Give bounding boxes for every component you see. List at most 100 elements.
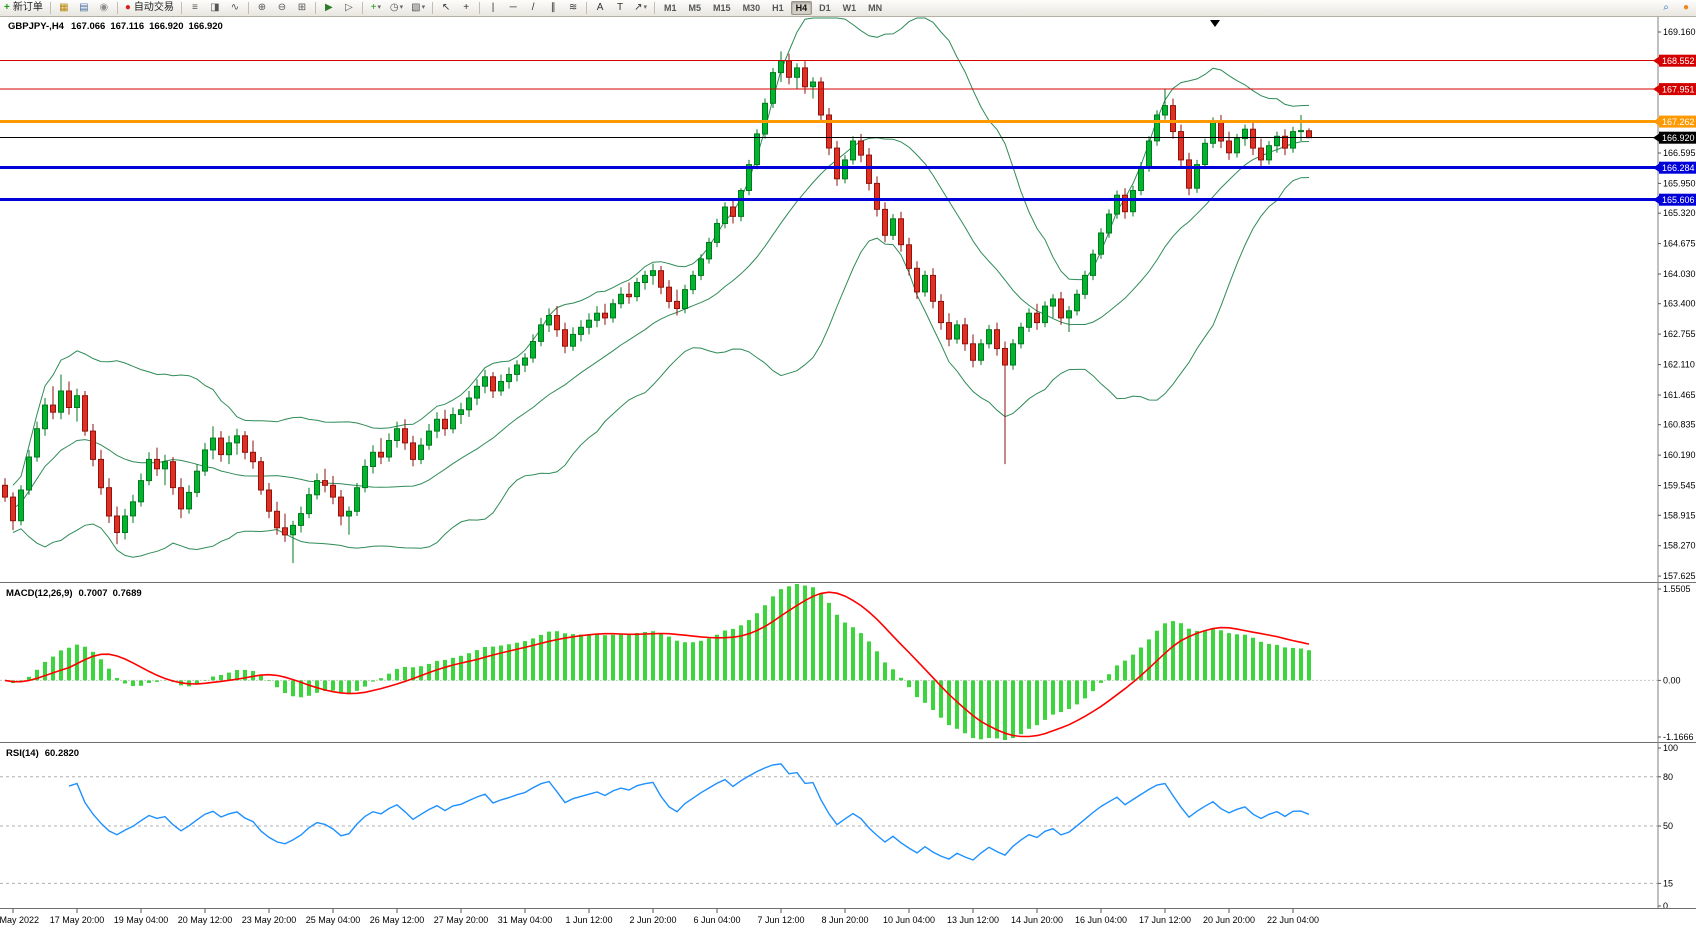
chart-shift-marker[interactable]	[1210, 20, 1220, 27]
candle-body	[530, 341, 536, 359]
fibonacci-button[interactable]: ≋	[564, 1, 582, 15]
arrows-button[interactable]: ↗ ▾	[631, 1, 650, 15]
candlestick-chart-button[interactable]: ◨	[206, 1, 224, 15]
candle-body	[1106, 213, 1112, 234]
time-axis-label: 14 Jun 20:00	[1011, 915, 1063, 925]
bar-chart-button[interactable]: ≡	[186, 1, 204, 15]
vertical-line-button[interactable]: |	[484, 1, 502, 15]
price-badge	[1659, 54, 1696, 67]
toolbar: + 新订单 ▦ ▤ ◉ ● 自动交易 ≡ ◨ ∿ ⊕ ⊖ ⊞ ▶ ▷ + ▾ ◷ ▾ ▧ ▾ ↖ + | ─ / ∥ ≋ A T…	[0, 0, 1696, 17]
price-axis-label: 164.030	[1663, 269, 1696, 279]
toolbar-separator	[432, 2, 434, 14]
timeframe-m5[interactable]: M5	[684, 1, 707, 15]
time-axis-label: 2 Jun 20:00	[629, 915, 676, 925]
time-axis[interactable]: 16 May 2022 17 May 20:00 19 May 04:00 20 Ma…	[0, 908, 1696, 926]
chart-header: GBPJPY-,H4 167.066 167.116 166.920 166.920	[8, 21, 223, 32]
timeframe-m30[interactable]: M30	[738, 1, 766, 15]
candle-body	[314, 480, 320, 496]
candle-body	[562, 329, 568, 347]
zoom-out-button[interactable]: ⊖	[273, 1, 291, 15]
timeframe-w1[interactable]: W1	[838, 1, 862, 15]
time-axis-label: 20 May 12:00	[178, 915, 233, 925]
candle-body	[130, 501, 136, 517]
candle-body	[186, 491, 192, 510]
price-axis-label: 160.190	[1663, 450, 1696, 460]
candle-body	[986, 329, 992, 345]
candle-body	[858, 140, 864, 156]
new-order-button[interactable]: + 新订单	[1, 1, 46, 15]
candle-body	[106, 487, 112, 517]
rsi-scale-label: 15	[1663, 878, 1673, 888]
indicators-button[interactable]: + ▾	[367, 1, 385, 15]
profiles-button[interactable]: ▤	[75, 1, 93, 15]
horizontal-line-icon: ─	[509, 2, 517, 13]
candle-body	[386, 440, 392, 458]
bollinger-middle-band	[12, 137, 1310, 510]
candle-body	[890, 218, 896, 236]
timeframe-m15[interactable]: M15	[708, 1, 736, 15]
auto-scroll-button[interactable]: ▶	[320, 1, 338, 15]
macd-indicator-label: MACD(12,26,9) 0.7007 0.7689	[6, 588, 142, 599]
toolbar-separator	[247, 2, 249, 14]
price-badge	[1659, 83, 1696, 96]
trendline-button[interactable]: /	[524, 1, 542, 15]
candle-body	[258, 461, 264, 491]
candle-body	[610, 303, 616, 319]
candle-body	[1170, 105, 1176, 132]
price-axis-label: 162.110	[1663, 360, 1695, 370]
candle-body	[1018, 326, 1024, 345]
timeframe-d1[interactable]: D1	[814, 1, 836, 15]
timeframe-mn[interactable]: MN	[863, 1, 887, 15]
refresh-button[interactable]: ◉	[95, 1, 113, 15]
price-badge	[1659, 161, 1696, 174]
candle-body	[674, 300, 680, 309]
templates-button[interactable]: ▧ ▾	[408, 1, 428, 15]
crosshair-button[interactable]: +	[457, 1, 475, 15]
rsi-scale-label: 80	[1663, 772, 1673, 782]
timeframe-m1[interactable]: M1	[659, 1, 682, 15]
bollinger-upper-band	[12, 17, 1310, 486]
cursor-button[interactable]: ↖	[437, 1, 455, 15]
candle-body	[810, 81, 816, 88]
refresh-icon: ◉	[99, 2, 109, 13]
text-label-button[interactable]: T	[611, 1, 629, 15]
community-button[interactable]: ●	[1677, 1, 1695, 15]
price-axis-label: 158.270	[1663, 541, 1696, 551]
candle-body	[474, 385, 480, 399]
search-button[interactable]: ⌕	[1657, 1, 1675, 15]
candle-body	[1282, 135, 1288, 149]
autotrading-button[interactable]: ● 自动交易	[122, 1, 177, 15]
chart-canvas[interactable]: 169.160 166.595 165.950 165.320 164.675 164.0…	[0, 16, 1696, 941]
time-axis-label: 1 Jun 12:00	[565, 915, 612, 925]
time-axis-label: 31 May 04:00	[498, 915, 553, 925]
candle-body	[946, 322, 952, 340]
candle-body	[658, 270, 664, 288]
price-badge-label: 165.606	[1662, 195, 1695, 205]
tile-windows-icon: ⊞	[297, 2, 307, 13]
candle-body	[1290, 131, 1296, 149]
candle-body	[698, 258, 704, 276]
line-chart-icon: ∿	[230, 2, 240, 13]
timeframe-h1[interactable]: H1	[767, 1, 789, 15]
candle-body	[114, 515, 120, 533]
price-badge-tick	[1653, 117, 1659, 126]
new-chart-button[interactable]: ▦	[55, 1, 73, 15]
horizontal-line-button[interactable]: ─	[504, 1, 522, 15]
zoom-in-button[interactable]: ⊕	[253, 1, 271, 15]
timeframe-h4[interactable]: H4	[790, 1, 813, 15]
candle-body	[906, 244, 912, 269]
candle-body	[1002, 348, 1008, 366]
candle-body	[362, 465, 368, 489]
candle-body	[1210, 121, 1216, 144]
chart-shift-button[interactable]: ▷	[340, 1, 358, 15]
price-badge-label: 167.951	[1662, 85, 1695, 95]
text-button[interactable]: A	[591, 1, 609, 15]
channel-button[interactable]: ∥	[544, 1, 562, 15]
periods-button[interactable]: ◷ ▾	[387, 1, 406, 15]
price-axis[interactable]: 169.160 166.595 165.950 165.320 164.675 164.0…	[1653, 16, 1696, 911]
candle-body	[1258, 147, 1264, 161]
candle-body	[554, 315, 560, 331]
price-badge-tick	[1653, 163, 1659, 172]
line-chart-button[interactable]: ∿	[226, 1, 244, 15]
tile-windows-button[interactable]: ⊞	[293, 1, 311, 15]
